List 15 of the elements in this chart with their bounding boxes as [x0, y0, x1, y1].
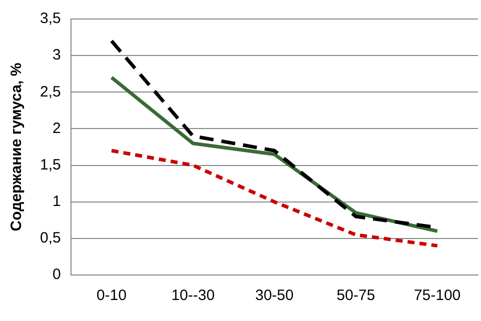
x-tick-label: 10--30 [171, 287, 215, 304]
x-tick-label: 30-50 [255, 287, 294, 304]
y-tick-label: 1,5 [40, 156, 61, 174]
x-tick-label: 75-100 [414, 287, 461, 304]
line-series [110, 148, 440, 248]
y-tick-label: 2 [52, 120, 61, 137]
y-tick-label: 3 [52, 46, 61, 64]
y-tick-label: 3,5 [40, 10, 61, 28]
y-tick-label: 2,5 [40, 83, 61, 100]
y-tick-label: 0 [52, 266, 61, 284]
x-tick-label: 0-10 [96, 287, 127, 304]
y-axis-title: Содержание гумуса, % [8, 62, 26, 232]
y-tick-label: 1 [52, 193, 61, 210]
x-tick-label: 50-75 [336, 287, 376, 304]
y-tick-label: 0,5 [40, 230, 61, 247]
